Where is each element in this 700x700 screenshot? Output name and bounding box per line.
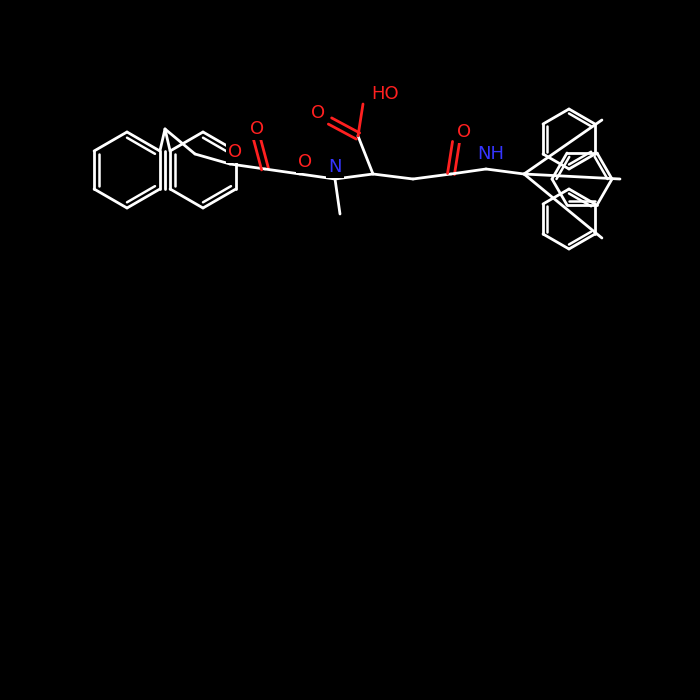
- Text: O: O: [298, 153, 312, 171]
- Text: O: O: [311, 104, 325, 122]
- Text: O: O: [228, 143, 242, 161]
- Text: N: N: [328, 158, 342, 176]
- Text: NH: NH: [477, 145, 505, 163]
- Text: O: O: [457, 123, 471, 141]
- Text: O: O: [250, 120, 264, 138]
- Text: HO: HO: [371, 85, 398, 103]
